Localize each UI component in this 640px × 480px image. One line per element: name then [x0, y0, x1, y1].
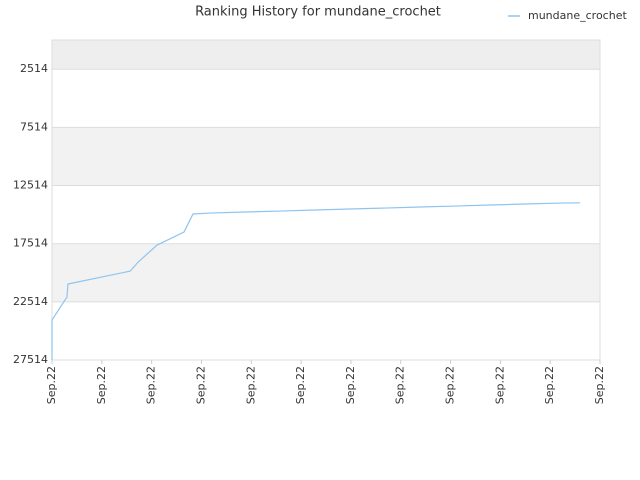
- y-tick-label: 7514: [20, 120, 48, 133]
- y-tick-label: 17514: [13, 237, 48, 250]
- y-tick-label: 27514: [13, 353, 48, 366]
- x-tick-label: Sep.22: [244, 366, 257, 404]
- x-tick-label: Sep.22: [145, 366, 158, 404]
- y-tick-label: 12514: [13, 179, 48, 192]
- x-tick-label: Sep.22: [194, 366, 207, 404]
- line-series: [51, 202, 581, 360]
- x-tick-label: Sep.22: [294, 366, 307, 404]
- chart-title: Ranking History for mundane_crochet: [195, 5, 441, 20]
- y-tick-label: 22514: [13, 295, 48, 308]
- grid-band: [52, 40, 600, 70]
- x-tick-label: Sep.22: [45, 366, 58, 404]
- x-tick-label: Sep.22: [394, 366, 407, 404]
- x-tick-label: Sep.22: [444, 366, 457, 404]
- x-tick-label: Sep.22: [95, 366, 108, 404]
- x-tick-label: Sep.22: [543, 366, 556, 404]
- y-tick-label: 2514: [20, 62, 48, 75]
- grid-band: [52, 243, 600, 302]
- legend-label: mundane_crochet: [528, 9, 627, 22]
- x-tick-label: Sep.22: [493, 366, 506, 404]
- grid-band: [52, 127, 600, 186]
- x-tick-label: Sep.22: [344, 366, 357, 404]
- x-tick-label: Sep.22: [593, 366, 606, 404]
- plot-frame: [51, 39, 601, 361]
